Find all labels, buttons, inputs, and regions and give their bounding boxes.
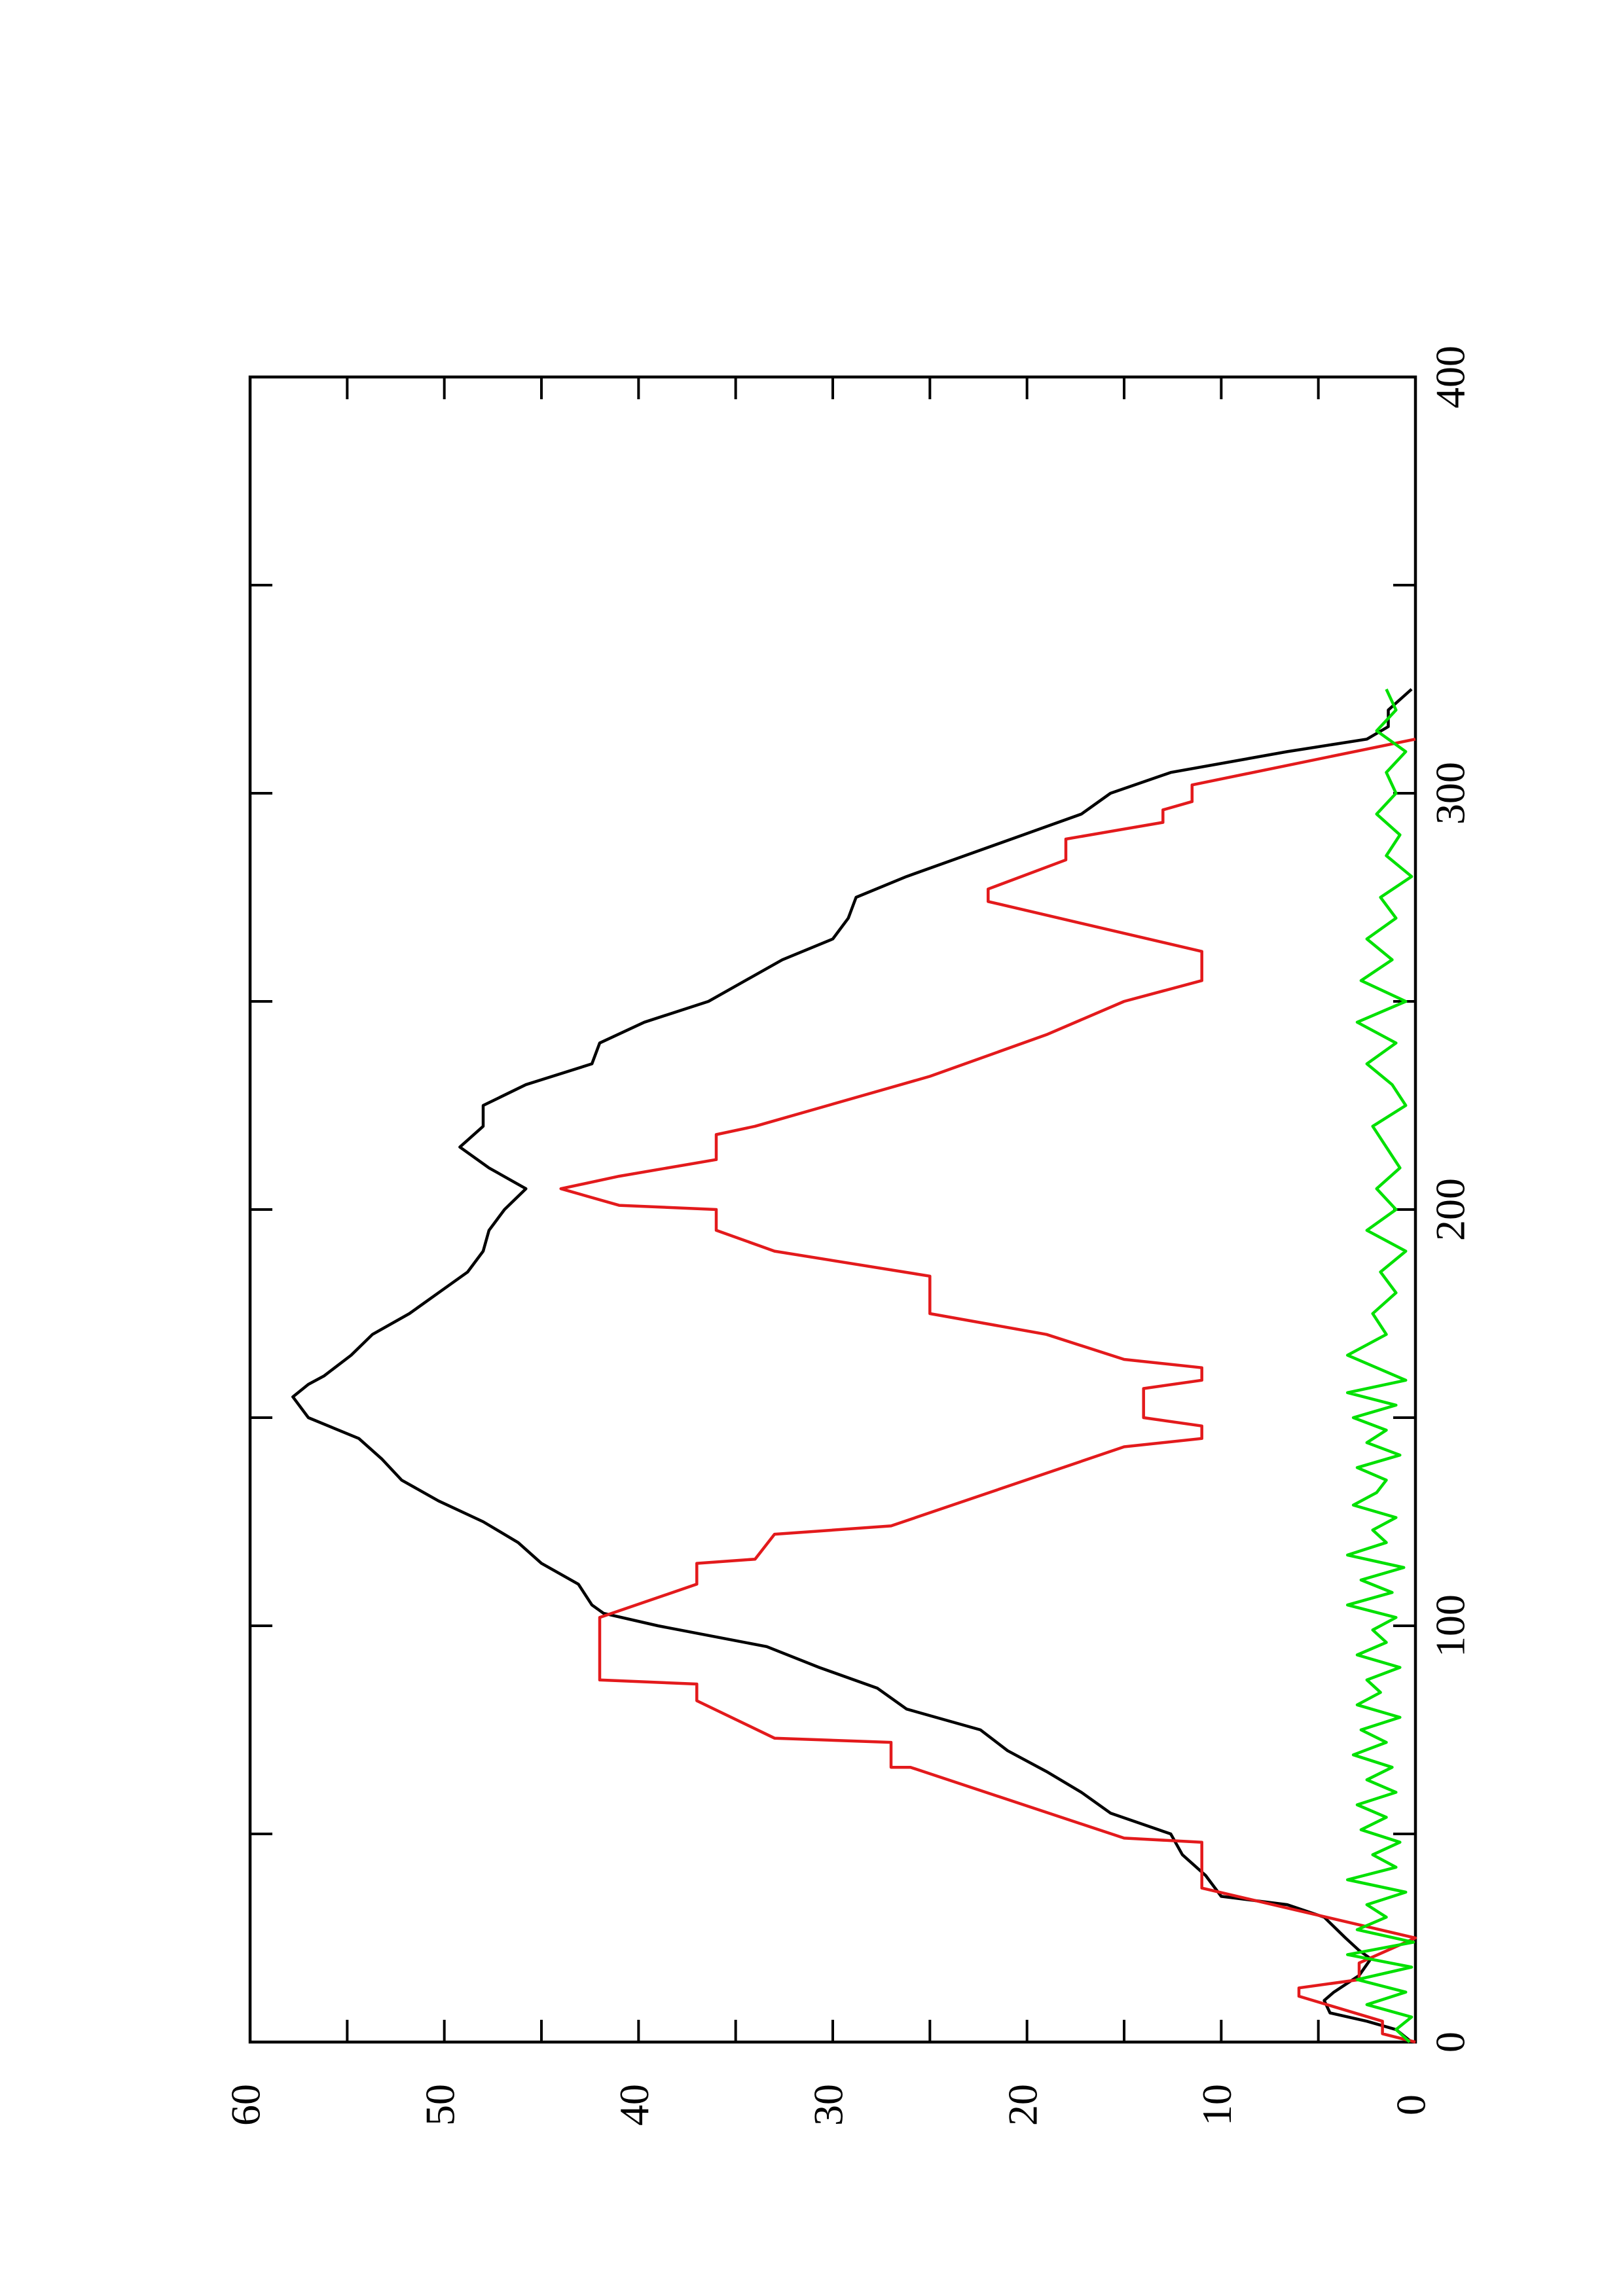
y-tick-label: 30 xyxy=(805,2084,852,2126)
y-tick-label: 20 xyxy=(999,2084,1046,2126)
x-tick-label: 400 xyxy=(1427,346,1474,408)
x-tick-label: 300 xyxy=(1427,762,1474,825)
x-tick-label: 0 xyxy=(1427,2032,1474,2053)
x-tick-label: 200 xyxy=(1427,1178,1474,1241)
data-line xyxy=(559,738,1417,2044)
y-tick-label: 50 xyxy=(416,2084,463,2126)
data-line xyxy=(291,688,1413,2043)
y-tick-label: 0 xyxy=(1388,2094,1434,2115)
y-tick-label: 40 xyxy=(611,2084,657,2126)
x-tick-label: 100 xyxy=(1427,1594,1474,1657)
data-line xyxy=(1345,689,1415,2043)
y-tick-label: 10 xyxy=(1194,2084,1240,2126)
plot-frame xyxy=(248,375,1417,2044)
y-tick-label: 60 xyxy=(223,2084,269,2126)
